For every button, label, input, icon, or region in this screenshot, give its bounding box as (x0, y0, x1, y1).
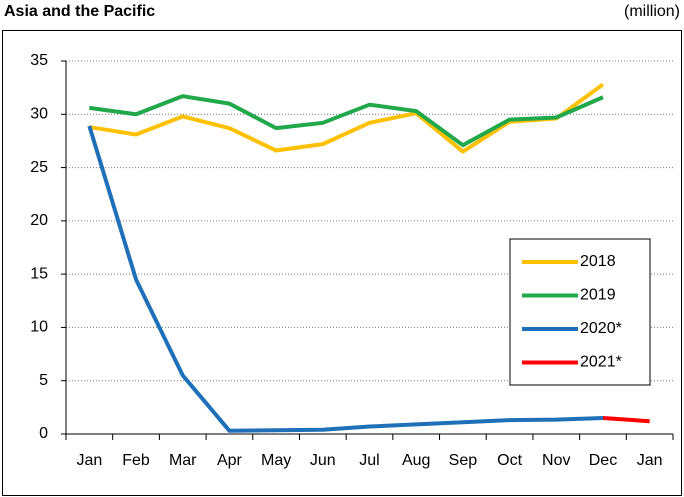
x-tick-label: Jul (359, 452, 379, 469)
y-tick-label: 30 (30, 106, 48, 123)
y-tick-label: 35 (30, 52, 48, 69)
x-tick-label: Nov (542, 452, 570, 469)
x-tick-label: Jun (310, 452, 336, 469)
x-tick-label: Dec (589, 452, 617, 469)
chart-frame (2, 30, 682, 496)
legend-label: 2021* (580, 354, 622, 371)
x-tick-label: Oct (497, 452, 522, 469)
chart-title: Asia and the Pacific (4, 3, 155, 20)
x-tick-label: Jan (637, 452, 663, 469)
y-tick-label: 15 (30, 265, 48, 282)
y-tick-label: 10 (30, 319, 48, 336)
y-tick-label: 25 (30, 159, 48, 176)
legend-label: 2018 (580, 253, 616, 270)
x-tick-label: Sep (449, 452, 478, 469)
x-tick-label: Aug (402, 452, 430, 469)
series-line (602, 416, 650, 424)
x-tick-label: Feb (122, 452, 150, 469)
x-tick-label: Jan (76, 452, 102, 469)
x-tick-label: Mar (169, 452, 197, 469)
y-tick-label: 20 (30, 212, 48, 229)
x-tick-label: Apr (217, 452, 243, 469)
series-line (89, 94, 604, 148)
y-tick-label: 0 (39, 425, 48, 442)
x-tick-label: May (261, 452, 291, 469)
y-tick-label: 5 (39, 372, 48, 389)
unit-label: (million) (624, 3, 680, 20)
legend-label: 2019 (580, 287, 616, 304)
series-line (87, 125, 604, 433)
legend-label: 2020* (580, 320, 622, 337)
